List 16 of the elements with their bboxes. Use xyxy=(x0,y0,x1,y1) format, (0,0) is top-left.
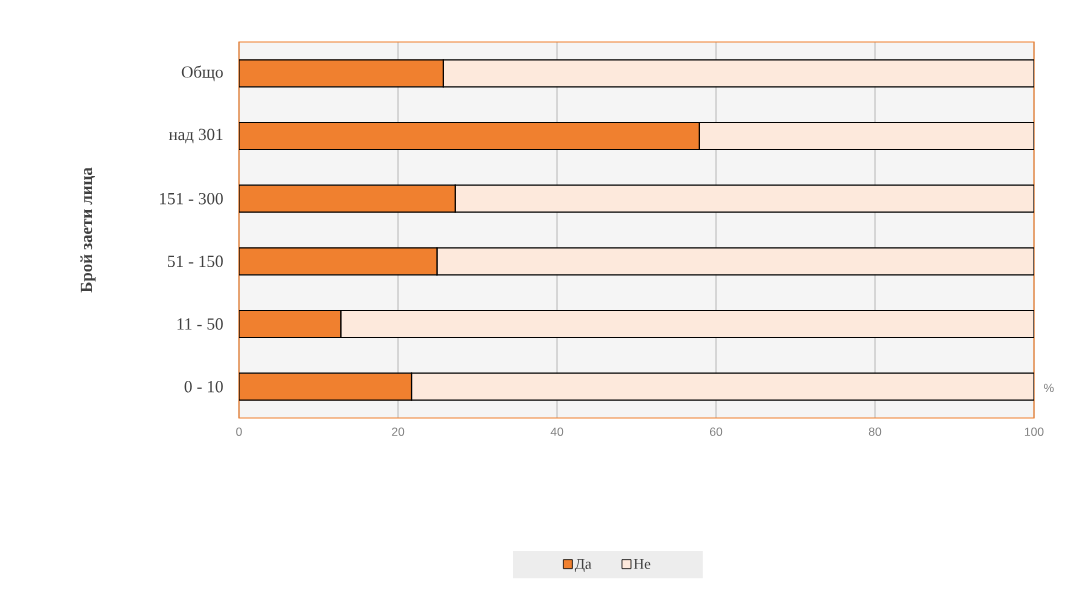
y-axis-title: Брой заети лица xyxy=(80,167,96,293)
x-axis-title: % xyxy=(1043,383,1054,393)
y-tick-label: 151 - 300 xyxy=(160,192,223,205)
y-tick-label: Общо xyxy=(181,65,223,82)
legend-label: Не xyxy=(633,559,651,569)
x-tick-label: 40 xyxy=(550,427,564,436)
legend-label: Да xyxy=(574,559,592,572)
y-tick-label: 11 - 50 xyxy=(177,318,223,330)
x-tick-label: 60 xyxy=(709,427,723,436)
x-tick-label: 0 xyxy=(236,427,242,436)
y-tick-label: 0 - 10 xyxy=(184,380,223,393)
y-tick-label: над 301 xyxy=(168,128,223,144)
x-tick-label: 100 xyxy=(1024,427,1044,436)
y-tick-label: 51 - 150 xyxy=(168,255,223,268)
x-tick-label: 20 xyxy=(391,427,405,436)
x-tick-label: 80 xyxy=(868,427,882,436)
